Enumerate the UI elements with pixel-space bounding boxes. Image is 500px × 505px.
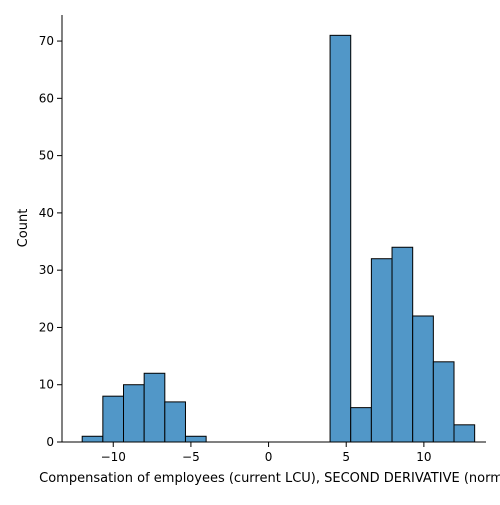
histogram-bar <box>391 246 414 443</box>
y-tick-label: 20 <box>39 320 54 334</box>
x-axis-ticks: −10 −5 0 5 10 <box>101 442 432 464</box>
y-tick-label: 70 <box>39 34 54 48</box>
histogram-bar <box>102 395 125 443</box>
x-tick-label: 10 <box>416 450 431 464</box>
histogram-bar <box>81 435 104 443</box>
histogram-bar <box>184 435 207 443</box>
y-axis-label: Count <box>16 209 31 248</box>
y-tick-label: 50 <box>39 149 54 163</box>
histogram-bars <box>81 34 476 443</box>
histogram-bar <box>412 315 434 443</box>
histogram-bar <box>164 401 186 443</box>
y-tick-label: 10 <box>39 378 54 392</box>
x-tick-label: −5 <box>182 450 200 464</box>
histogram-bar <box>432 361 455 443</box>
x-tick-label: 0 <box>265 450 273 464</box>
histogram-bar <box>123 384 145 443</box>
histogram-bar <box>453 424 476 443</box>
x-tick-label: 5 <box>342 450 350 464</box>
histogram-bar <box>143 372 166 443</box>
y-tick-label: 0 <box>46 435 54 449</box>
y-axis-ticks: 0 10 20 30 40 50 60 70 <box>39 34 62 449</box>
y-tick-label: 60 <box>39 91 54 105</box>
x-tick-label: −10 <box>101 450 126 464</box>
histogram-bar <box>370 258 393 443</box>
x-axis-label: Compensation of employees (current LCU),… <box>39 471 500 486</box>
histogram-bar <box>350 407 372 443</box>
y-tick-label: 40 <box>39 206 54 220</box>
y-tick-label: 30 <box>39 263 54 277</box>
histogram-bar <box>329 34 352 443</box>
